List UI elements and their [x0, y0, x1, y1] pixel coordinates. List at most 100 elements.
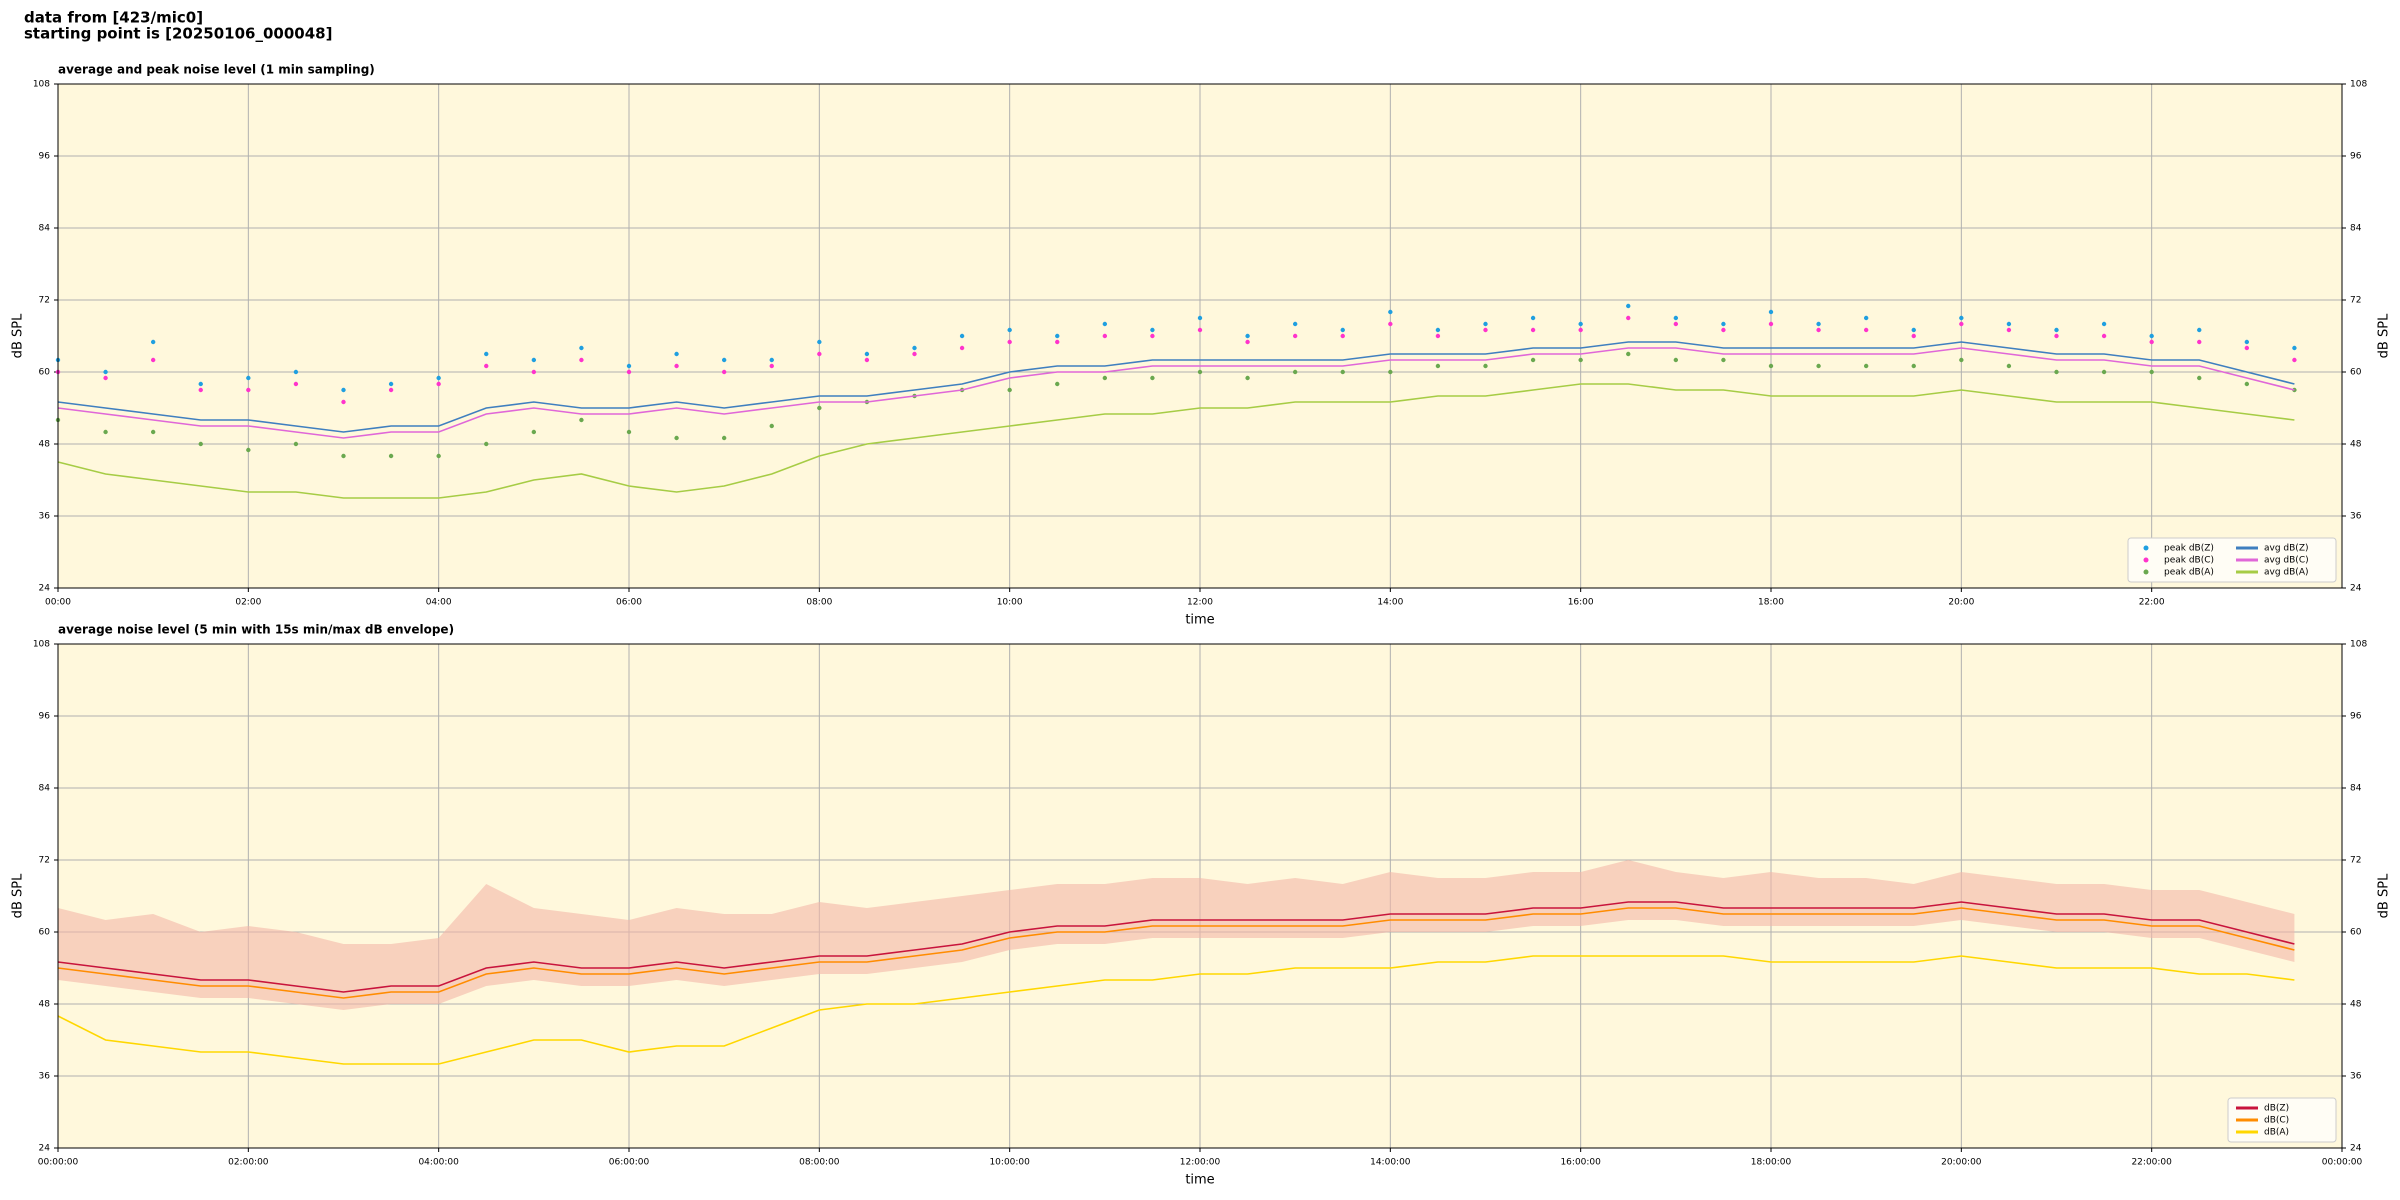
- peak-point: [1102, 333, 1108, 339]
- peak-point: [2054, 333, 2059, 339]
- peak-point: [198, 387, 203, 393]
- x-tick-label: 02:00: [235, 598, 261, 608]
- y-tick-label: 60: [2350, 368, 2362, 378]
- series-line: [57, 907, 2295, 999]
- peak-point: [579, 417, 584, 423]
- x-tick-label: 06:00:00: [609, 1158, 650, 1168]
- peak-point: [2197, 375, 2202, 381]
- peak-point: [1673, 357, 1679, 363]
- peak-point: [388, 453, 394, 459]
- peak-point: [1197, 369, 1203, 375]
- x-tick-label: 10:00:00: [989, 1158, 1030, 1168]
- y-tick-label: 72: [39, 296, 50, 306]
- peak-point: [1483, 321, 1488, 327]
- peak-point: [721, 369, 727, 375]
- peak-point: [1292, 321, 1298, 327]
- plot-frame: [57, 83, 2343, 589]
- peak-point: [1721, 321, 1726, 327]
- peak-point: [531, 357, 537, 363]
- y-tick-label: 72: [39, 856, 50, 866]
- peak-point: [484, 351, 489, 357]
- y-tick-label: 96: [39, 712, 51, 722]
- chart-title: average noise level (5 min with 15s min/…: [58, 623, 454, 637]
- peak-point: [1340, 327, 1345, 333]
- peak-point: [769, 423, 774, 429]
- peak-point: [1578, 321, 1583, 327]
- peak-point: [341, 387, 346, 393]
- peak-point: [388, 381, 394, 387]
- peak-point: [436, 375, 441, 381]
- peak-point: [2101, 369, 2107, 375]
- peak-point: [388, 387, 394, 393]
- peak-point: [2101, 333, 2107, 339]
- peak-point: [103, 429, 108, 435]
- peak-point: [2197, 327, 2202, 333]
- peak-point: [1911, 363, 1916, 369]
- peak-point: [864, 351, 870, 357]
- peak-point: [1340, 333, 1345, 339]
- peak-point: [150, 339, 156, 345]
- y-axis-label: dB SPL: [11, 873, 26, 918]
- y-tick-label: 24: [39, 1144, 51, 1154]
- peak-point: [150, 357, 156, 363]
- peak-point: [579, 345, 584, 351]
- y-tick-label: 96: [39, 152, 51, 162]
- legend-label: dB(Z): [2264, 1104, 2289, 1114]
- x-axis-label: time: [1185, 1173, 1214, 1188]
- series-line: [57, 901, 2295, 993]
- peak-point: [1721, 327, 1726, 333]
- peak-point: [293, 441, 299, 447]
- peak-point: [1959, 315, 1964, 321]
- peak-point: [341, 399, 346, 405]
- plot-frame: [57, 643, 2343, 1149]
- peak-point: [2292, 357, 2297, 363]
- y-axis-label: dB SPL: [2377, 873, 2392, 918]
- peak-point: [1150, 333, 1155, 339]
- peak-point: [1340, 369, 1345, 375]
- peak-point: [198, 381, 203, 387]
- peak-point: [1911, 327, 1916, 333]
- y-tick-label: 96: [2350, 712, 2362, 722]
- peak-point: [1768, 309, 1774, 315]
- x-tick-label: 08:00:00: [799, 1158, 840, 1168]
- legend-label: peak dB(A): [2164, 568, 2214, 578]
- peak-point: [1435, 327, 1441, 333]
- peak-point: [1055, 381, 1060, 387]
- x-tick-label: 12:00:00: [1180, 1158, 1221, 1168]
- legend-label: peak dB(C): [2164, 556, 2214, 566]
- peak-point: [2197, 339, 2202, 345]
- peak-point: [769, 357, 774, 363]
- peak-point: [198, 441, 203, 447]
- peak-point: [1150, 375, 1155, 381]
- y-axis-label: dB SPL: [11, 313, 26, 358]
- peak-point: [1673, 321, 1679, 327]
- legend-label: peak dB(Z): [2164, 544, 2214, 554]
- peak-point: [674, 351, 679, 357]
- legend-marker: [2143, 557, 2149, 563]
- series-line: [57, 383, 2295, 499]
- peak-point: [1292, 333, 1298, 339]
- x-tick-label: 02:00:00: [228, 1158, 269, 1168]
- peak-point: [1007, 387, 1012, 393]
- peak-point: [2244, 381, 2250, 387]
- x-tick-label: 20:00:00: [1941, 1158, 1982, 1168]
- x-tick-label: 00:00:00: [38, 1158, 79, 1168]
- peak-point: [817, 351, 822, 357]
- peak-point: [484, 441, 489, 447]
- peak-point: [2244, 339, 2250, 345]
- legend-label: avg dB(C): [2264, 556, 2309, 566]
- peak-point: [626, 363, 632, 369]
- peak-point: [1816, 327, 1821, 333]
- x-tick-label: 14:00:00: [1370, 1158, 1411, 1168]
- peak-point: [150, 429, 156, 435]
- peak-point: [1388, 309, 1393, 315]
- peak-point: [959, 345, 965, 351]
- peak-point: [103, 369, 108, 375]
- peak-point: [1816, 363, 1821, 369]
- peak-point: [674, 435, 679, 441]
- x-tick-label: 12:00: [1187, 598, 1213, 608]
- peak-point: [1578, 327, 1583, 333]
- peak-point: [579, 357, 584, 363]
- y-tick-label: 36: [39, 512, 51, 522]
- x-tick-label: 00:00: [45, 598, 71, 608]
